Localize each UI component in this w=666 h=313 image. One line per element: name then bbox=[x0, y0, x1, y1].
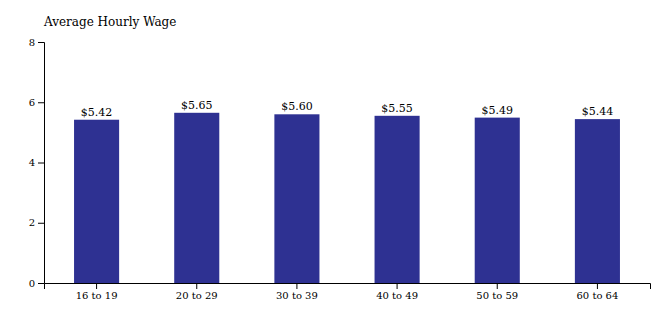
y-tick-label: 2 bbox=[29, 217, 35, 228]
y-axis-title: Average Hourly Wage bbox=[43, 15, 176, 29]
data-label: $5.42 bbox=[81, 106, 113, 119]
y-tick: 2 bbox=[29, 217, 44, 228]
data-label: $5.44 bbox=[582, 105, 614, 118]
x-tick-mark bbox=[497, 283, 498, 289]
y-axis-line bbox=[38, 43, 45, 284]
y-tick-label: 8 bbox=[29, 37, 35, 48]
bar bbox=[174, 113, 219, 283]
data-label: $5.55 bbox=[381, 102, 413, 115]
y-tick-mark bbox=[38, 102, 44, 103]
x-tick-label: 30 to 39 bbox=[276, 290, 318, 301]
x-tick-label: 50 to 59 bbox=[476, 290, 518, 301]
x-axis: 16 to 19 20 to 29 30 to 39 40 to 49 50 to 59… bbox=[45, 283, 651, 301]
data-label: $5.60 bbox=[281, 100, 313, 113]
x-tick: 30 to 39 bbox=[276, 283, 318, 301]
data-label: $5.49 bbox=[481, 104, 513, 117]
bar bbox=[375, 116, 420, 283]
bar bbox=[74, 120, 119, 283]
x-tick: 16 to 19 bbox=[76, 283, 118, 301]
y-axis: 0 2 4 6 8 bbox=[29, 37, 45, 289]
plot: 0 2 4 6 8 16 to 19 20 to 29 30 to 39 40 to 49 50 … bbox=[29, 37, 651, 301]
x-tick-mark bbox=[296, 283, 297, 289]
x-tick: 40 to 49 bbox=[376, 283, 418, 301]
y-tick-label: 4 bbox=[29, 157, 35, 168]
bar bbox=[274, 114, 319, 283]
x-tick-label: 16 to 19 bbox=[76, 290, 118, 301]
x-tick-mark bbox=[597, 283, 598, 289]
x-axis-line bbox=[45, 284, 651, 290]
y-tick-label: 0 bbox=[29, 278, 35, 289]
x-tick-mark bbox=[196, 283, 197, 289]
y-tick-mark bbox=[38, 283, 44, 284]
y-tick: 6 bbox=[29, 97, 44, 108]
y-tick: 4 bbox=[29, 157, 44, 168]
x-tick: 60 to 64 bbox=[576, 283, 618, 301]
x-tick-mark bbox=[397, 283, 398, 289]
y-tick-mark bbox=[38, 163, 44, 164]
y-tick: 8 bbox=[29, 37, 44, 48]
y-tick: 0 bbox=[29, 278, 44, 289]
x-tick-mark bbox=[96, 283, 97, 289]
x-tick: 50 to 59 bbox=[476, 283, 518, 301]
x-tick-label: 20 to 29 bbox=[176, 290, 218, 301]
bar bbox=[475, 118, 520, 283]
data-label: $5.65 bbox=[181, 99, 213, 112]
data-labels: $5.42 $5.65 $5.60 $5.55 $5.49 $5.44 bbox=[81, 99, 613, 119]
x-tick: 20 to 29 bbox=[176, 283, 218, 301]
y-tick-mark bbox=[38, 42, 44, 43]
y-tick-mark bbox=[38, 223, 44, 224]
bars bbox=[74, 113, 620, 283]
bar bbox=[575, 119, 620, 283]
chart: 0 2 4 6 8 16 to 19 20 to 29 30 to 39 40 to 49 50 … bbox=[0, 0, 666, 313]
x-tick-label: 60 to 64 bbox=[576, 290, 618, 301]
x-tick-label: 40 to 49 bbox=[376, 290, 418, 301]
y-tick-label: 6 bbox=[29, 97, 35, 108]
